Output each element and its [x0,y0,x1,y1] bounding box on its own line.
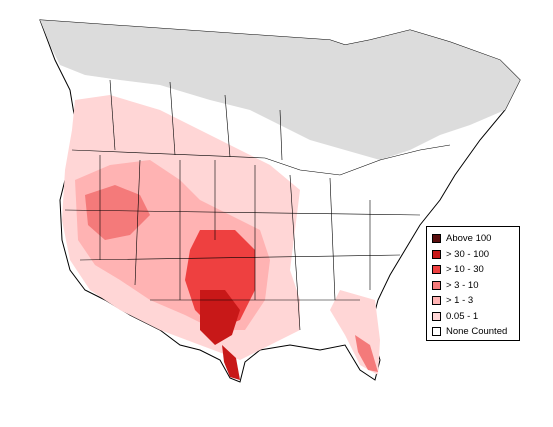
density-high-coast [222,345,240,380]
density-high-interior [85,185,150,240]
legend-label: > 30 - 100 [446,248,490,260]
legend-item-6: None Counted [432,324,519,340]
legend-item-2: > 10 - 30 [432,262,519,278]
legend-label: 0.05 - 1 [446,310,479,322]
density-high-texas [200,290,240,345]
legend-item-4: > 1 - 3 [432,293,519,309]
legend-swatch [432,280,441,290]
legend-label: > 10 - 30 [446,264,484,275]
uncounted-region-north [40,20,520,160]
density-moderate-florida [355,335,378,372]
boundary-lines [64,79,451,331]
legend-label: None Counted [446,326,508,337]
legend-swatch [432,249,441,259]
legend-swatch [432,234,441,244]
legend-label: Above 100 [446,233,492,244]
legend-swatch [432,311,441,321]
legend-label: > 1 - 3 [446,295,474,306]
legend-swatch [432,296,441,306]
legend-swatch [432,265,441,275]
legend: Above 100 > 30 - 100 > 10 - 30 > 3 - 10 … [426,226,520,341]
legend-item-1: > 30 - 100 [432,247,519,263]
legend-item-0: Above 100 [432,231,519,247]
legend-item-5: 0.05 - 1 [432,309,519,325]
legend-item-3: > 3 - 10 [432,278,519,294]
legend-swatch [432,327,441,337]
legend-label: > 3 - 10 [446,279,479,291]
